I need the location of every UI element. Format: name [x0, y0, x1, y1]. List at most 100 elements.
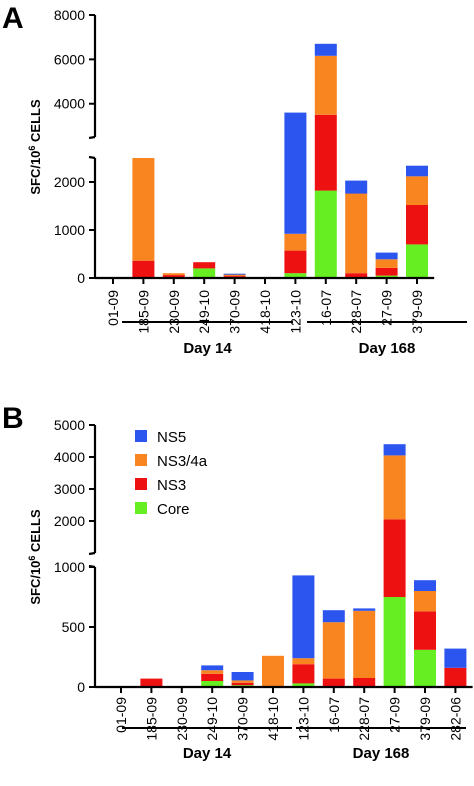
- p0-x-tick-label-27-09: 27-09: [379, 290, 395, 326]
- p1-bar-123-10-NS5: [292, 575, 315, 659]
- p0-x-tick-label-418-10: 418-10: [257, 290, 273, 334]
- p0-group-label-0: Day 14: [183, 340, 232, 357]
- p0-y-axis-title: SFC/106 CELLS: [27, 99, 43, 195]
- p1-legend-label-NS34a: NS3/4a: [157, 453, 208, 470]
- p1-legend-swatch-Core: [135, 502, 147, 514]
- p0-bar-16-07-NS5: [314, 43, 337, 56]
- p1-bar-27-09-NS5: [383, 444, 406, 456]
- p0-bar-228-07-NS34a: [345, 193, 368, 274]
- p1-bar-249-10-NS34a: [201, 670, 224, 674]
- p0-x-tick-label-01-09: 01-09: [105, 290, 121, 326]
- p1-bar-27-09-NS3-upper: [383, 519, 406, 567]
- p1-bar-249-10-NS5: [201, 665, 224, 671]
- p0-bar-370-09-NS34a: [223, 274, 246, 276]
- p1-group-label-0: Day 14: [183, 745, 232, 762]
- p0-x-tick-label-185-09: 185-09: [135, 290, 151, 334]
- p1-bar-370-09-NS5: [231, 672, 254, 681]
- p0-bar-228-07-NS3: [345, 273, 368, 278]
- p1-y-tick-label-0: 0: [77, 679, 85, 695]
- p0-axis-break-mark-upper: [88, 135, 96, 140]
- p0-bar-379-09-Core: [406, 244, 428, 278]
- p1-bar-228-07-NS34a: [353, 610, 376, 678]
- p0-x-tick-label-230-09: 230-09: [166, 290, 182, 334]
- p1-bar-27-09-NS34a: [383, 455, 406, 520]
- p0-bar-16-07-NS3-upper: [314, 114, 337, 158]
- p0-y-tick-label-6000: 6000: [54, 51, 85, 67]
- p1-bar-370-09-NS3: [231, 682, 254, 686]
- p1-legend-swatch-NS34a: [135, 454, 147, 466]
- p0-y-tick-label-4000: 4000: [54, 96, 85, 112]
- p1-x-tick-label-249-10: 249-10: [204, 697, 220, 741]
- p1-bar-123-10-NS34a: [292, 658, 315, 665]
- p0-bar-230-09-NS34a: [162, 273, 185, 276]
- p1-bar-379-09-Core: [414, 649, 436, 687]
- panel-a-letter: A: [2, 2, 24, 35]
- panel-b-letter: B: [2, 402, 24, 435]
- p0-bar-379-09-NS3: [406, 205, 428, 245]
- p1-bar-228-07-NS5: [353, 608, 376, 611]
- p0-bar-185-09-NS34a: [132, 158, 155, 261]
- p0-bar-16-07-Core: [314, 190, 337, 278]
- p0-x-tick-label-379-09: 379-09: [409, 290, 425, 334]
- p1-group-label-1: Day 168: [353, 745, 410, 762]
- p0-bar-379-09-NS34a: [406, 176, 428, 205]
- p1-y-tick-label-4000: 4000: [54, 449, 85, 465]
- p1-x-tick-label-123-10: 123-10: [295, 697, 311, 741]
- p1-x-tick-label-230-09: 230-09: [174, 697, 190, 741]
- p1-bar-16-07-NS5: [322, 610, 345, 623]
- p1-bar-418-10-NS34a: [262, 655, 284, 687]
- p1-legend-swatch-NS5: [135, 430, 147, 442]
- p0-bar-249-10-NS3: [193, 262, 216, 269]
- p0-y-tick-label-0: 0: [77, 270, 85, 286]
- p1-x-tick-label-418-10: 418-10: [265, 697, 281, 741]
- p1-x-tick-label-282-06: 282-06: [447, 697, 463, 741]
- p1-bar-16-07-NS34a: [322, 622, 345, 679]
- p0-bar-249-10-Core: [193, 268, 216, 278]
- p1-bar-282-06-NS5: [444, 648, 467, 668]
- p1-bar-123-10-NS3: [292, 664, 315, 684]
- p1-legend-swatch-NS3: [135, 478, 147, 490]
- p1-x-tick-label-01-09: 01-09: [113, 697, 129, 733]
- p1-bar-282-06-NS3: [444, 667, 467, 687]
- p1-y-tick-label-500: 500: [62, 619, 86, 635]
- p1-y-tick-label-2000: 2000: [54, 513, 85, 529]
- p1-bar-16-07-NS3: [322, 678, 345, 687]
- p0-bar-123-10-NS5: [284, 158, 307, 234]
- p0-bar-27-09-NS34a: [375, 259, 398, 268]
- p0-axis-break-mark-lower: [88, 155, 96, 160]
- p0-bar-123-10-NS34a: [284, 233, 307, 251]
- p0-bar-27-09-Core: [375, 275, 398, 278]
- p0-bar-27-09-NS5: [375, 252, 398, 260]
- p1-x-tick-label-228-07: 228-07: [356, 697, 372, 741]
- p1-bar-123-10-Core: [292, 683, 315, 687]
- p1-x-tick-label-185-09: 185-09: [143, 697, 159, 741]
- p1-y-tick-label-3000: 3000: [54, 481, 85, 497]
- p1-x-tick-label-379-09: 379-09: [417, 697, 433, 741]
- p0-bar-230-09-NS3: [162, 275, 185, 278]
- p0-bar-16-07-NS34a: [314, 55, 337, 115]
- p1-x-tick-label-16-07: 16-07: [326, 697, 342, 733]
- p1-x-tick-label-27-09: 27-09: [387, 697, 403, 733]
- p0-y-tick-label-8000: 8000: [54, 7, 85, 23]
- p0-bar-123-10-Core: [284, 273, 307, 278]
- p0-group-label-1: Day 168: [359, 340, 416, 357]
- p0-x-tick-label-123-10: 123-10: [287, 290, 303, 334]
- p1-y-tick-label-5000: 5000: [54, 417, 85, 433]
- p1-bar-370-09-NS34a: [231, 680, 254, 683]
- p1-bar-27-09-Core: [383, 597, 406, 687]
- p0-bar-379-09-NS5: [406, 165, 428, 177]
- p1-bar-379-09-NS5: [414, 580, 436, 591]
- p0-x-tick-label-16-07: 16-07: [318, 290, 334, 326]
- p1-bar-228-07-NS3: [353, 678, 376, 687]
- p1-legend-label-Core: Core: [157, 501, 190, 518]
- p0-bar-185-09-NS3: [132, 260, 155, 278]
- p0-bar-16-07-NS3: [314, 158, 337, 191]
- p0-bar-370-09-NS5: [223, 273, 246, 275]
- p1-bar-27-09-NS3: [383, 567, 406, 597]
- p1-y-axis-title: SFC/106 CELLS: [27, 509, 43, 605]
- p0-x-tick-label-249-10: 249-10: [196, 290, 212, 334]
- p1-bar-379-09-NS3: [414, 611, 436, 650]
- p0-bar-27-09-NS3: [375, 267, 398, 276]
- p0-x-tick-label-370-09: 370-09: [227, 290, 243, 334]
